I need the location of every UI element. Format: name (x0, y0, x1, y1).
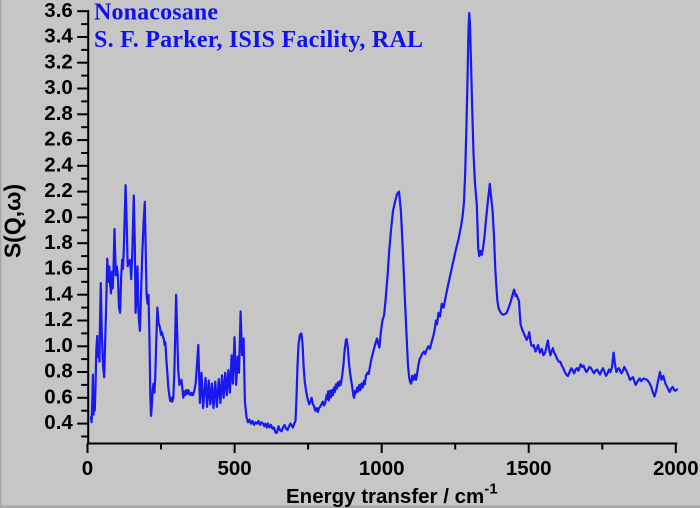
svg-text:Energy transfer / cm-1: Energy transfer / cm-1 (286, 481, 498, 508)
svg-text:500: 500 (217, 457, 251, 480)
svg-text:1.4: 1.4 (44, 282, 73, 305)
svg-text:1500: 1500 (506, 457, 552, 480)
svg-text:1.2: 1.2 (44, 308, 73, 331)
svg-text:3.6: 3.6 (44, 0, 73, 22)
svg-text:S(Q,ω): S(Q,ω) (0, 184, 25, 258)
svg-text:2.6: 2.6 (44, 128, 73, 151)
svg-text:0.8: 0.8 (44, 360, 73, 383)
svg-text:1.0: 1.0 (44, 334, 73, 357)
svg-text:1.8: 1.8 (44, 231, 73, 254)
svg-text:3.2: 3.2 (44, 50, 73, 73)
svg-text:0.6: 0.6 (44, 385, 73, 408)
svg-text:2.0: 2.0 (44, 205, 73, 228)
svg-text:2.4: 2.4 (44, 153, 73, 176)
svg-text:2000: 2000 (653, 457, 699, 480)
svg-text:2.2: 2.2 (44, 179, 73, 202)
svg-text:3.0: 3.0 (44, 76, 73, 99)
svg-text:Nonacosane: Nonacosane (94, 0, 218, 26)
svg-text:0.4: 0.4 (44, 411, 73, 434)
svg-text:2.8: 2.8 (44, 102, 73, 125)
svg-text:0: 0 (82, 457, 93, 480)
svg-text:S. F. Parker, ISIS Facility, R: S. F. Parker, ISIS Facility, RAL (94, 27, 423, 53)
svg-text:3.4: 3.4 (44, 25, 73, 48)
svg-text:1.6: 1.6 (44, 257, 73, 280)
svg-text:1000: 1000 (359, 457, 405, 480)
